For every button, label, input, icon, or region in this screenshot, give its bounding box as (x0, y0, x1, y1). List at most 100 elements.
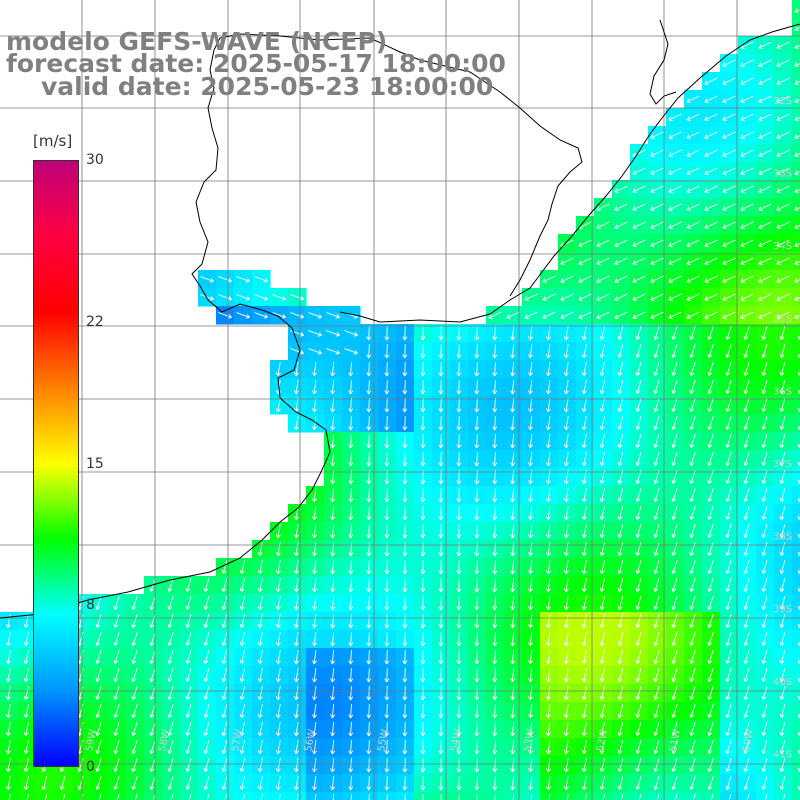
wind-speed-cell (234, 792, 253, 800)
wind-arrow (743, 632, 750, 647)
wind-arrow (384, 685, 390, 701)
wind-arrow (236, 294, 250, 301)
wind-arrow (635, 722, 642, 737)
wind-arrow (131, 758, 138, 773)
wind-arrow (5, 758, 11, 773)
wind-arrow (776, 311, 790, 319)
wind-arrow (674, 794, 678, 800)
wind-arrow (761, 380, 768, 395)
wind-arrow (779, 362, 786, 377)
wind-arrow (761, 722, 768, 737)
wind-arrow (743, 668, 750, 683)
wind-arrow (779, 326, 786, 341)
wind-arrow (758, 149, 772, 157)
wind-arrow (312, 542, 317, 557)
wind-arrow (95, 758, 102, 773)
longitude-label: 52W (595, 728, 610, 752)
wind-arrow (420, 757, 426, 773)
wind-arrow (257, 668, 263, 683)
wind-arrow (671, 722, 678, 737)
wind-arrow (743, 344, 750, 359)
wind-arrow (510, 379, 516, 395)
wind-arrow (149, 596, 156, 611)
wind-arrow (668, 275, 682, 283)
wind-arrow (239, 722, 246, 737)
wind-arrow (563, 578, 569, 593)
wind-arrow (671, 758, 678, 773)
wind-arrow (581, 434, 587, 449)
wind-arrow (293, 704, 299, 719)
wind-arrow (599, 560, 606, 575)
wind-arrow (758, 221, 772, 229)
wind-arrow (348, 613, 354, 629)
wind-arrow (545, 650, 551, 665)
wind-arrow (402, 343, 408, 359)
wind-arrow (650, 167, 664, 175)
wind-speed-cell (792, 468, 800, 487)
wind-speed-cell (144, 792, 163, 800)
wind-arrow (149, 686, 156, 701)
wind-arrow (5, 704, 11, 719)
wind-arrow (149, 668, 156, 683)
wind-arrow (221, 596, 228, 611)
wind-arrow (779, 578, 786, 593)
wind-arrow (668, 113, 682, 121)
wind-arrow (704, 203, 718, 211)
wind-arrow (456, 739, 462, 755)
wind-arrow (563, 398, 569, 413)
wind-arrow (563, 632, 569, 647)
wind-arrow (740, 167, 754, 175)
wind-arrow (492, 739, 498, 755)
wind-arrow (581, 560, 587, 575)
wind-arrow (689, 434, 696, 449)
wind-arrow (581, 524, 587, 539)
wind-arrow (188, 794, 192, 800)
wind-arrow (563, 380, 569, 395)
wind-arrow (617, 452, 624, 467)
wind-arrow (761, 344, 768, 359)
colorbar-units: [m/s] (33, 132, 73, 150)
wind-arrow (704, 185, 718, 193)
wind-arrow (779, 470, 786, 485)
wind-speed-cell (216, 792, 235, 800)
wind-arrow (725, 452, 732, 467)
wind-arrow (510, 577, 516, 593)
wind-arrow (578, 257, 592, 265)
wind-arrow (725, 506, 732, 521)
wind-arrow (617, 506, 624, 521)
wind-arrow (545, 362, 551, 377)
colorbar-tick-label: 22 (86, 313, 104, 330)
wind-arrow (650, 239, 664, 247)
wind-arrow (510, 739, 516, 755)
wind-arrow (456, 775, 462, 791)
wind-arrow (545, 632, 551, 647)
longitude-label: 53W (522, 728, 537, 752)
wind-arrow (257, 740, 263, 755)
wind-arrow (242, 794, 246, 800)
wind-arrow (758, 113, 772, 121)
wind-arrow (776, 257, 790, 265)
wind-arrow (239, 650, 246, 665)
wind-arrow (257, 686, 263, 701)
wind-arrow (200, 276, 214, 283)
wind-arrow (725, 560, 732, 575)
wind-arrow (62, 794, 66, 800)
wind-arrow (758, 275, 772, 283)
wind-arrow (599, 434, 606, 449)
wind-arrow (239, 632, 246, 647)
wind-arrow (402, 703, 408, 719)
wind-arrow (366, 487, 372, 503)
wind-arrow (167, 686, 174, 701)
forecast-date-title: forecast date: 2025-05-17 18:00:00 (6, 49, 506, 78)
wind-arrow (330, 451, 336, 467)
wind-arrow (131, 704, 138, 719)
wind-arrow (312, 740, 317, 755)
longitude-label: 58W (157, 728, 172, 752)
wind-arrow (404, 793, 406, 800)
wind-arrow (474, 361, 480, 377)
wind-arrow (758, 185, 772, 193)
wind-arrow (528, 596, 533, 611)
wind-speed-cell (792, 774, 800, 793)
wind-arrow (474, 505, 480, 521)
